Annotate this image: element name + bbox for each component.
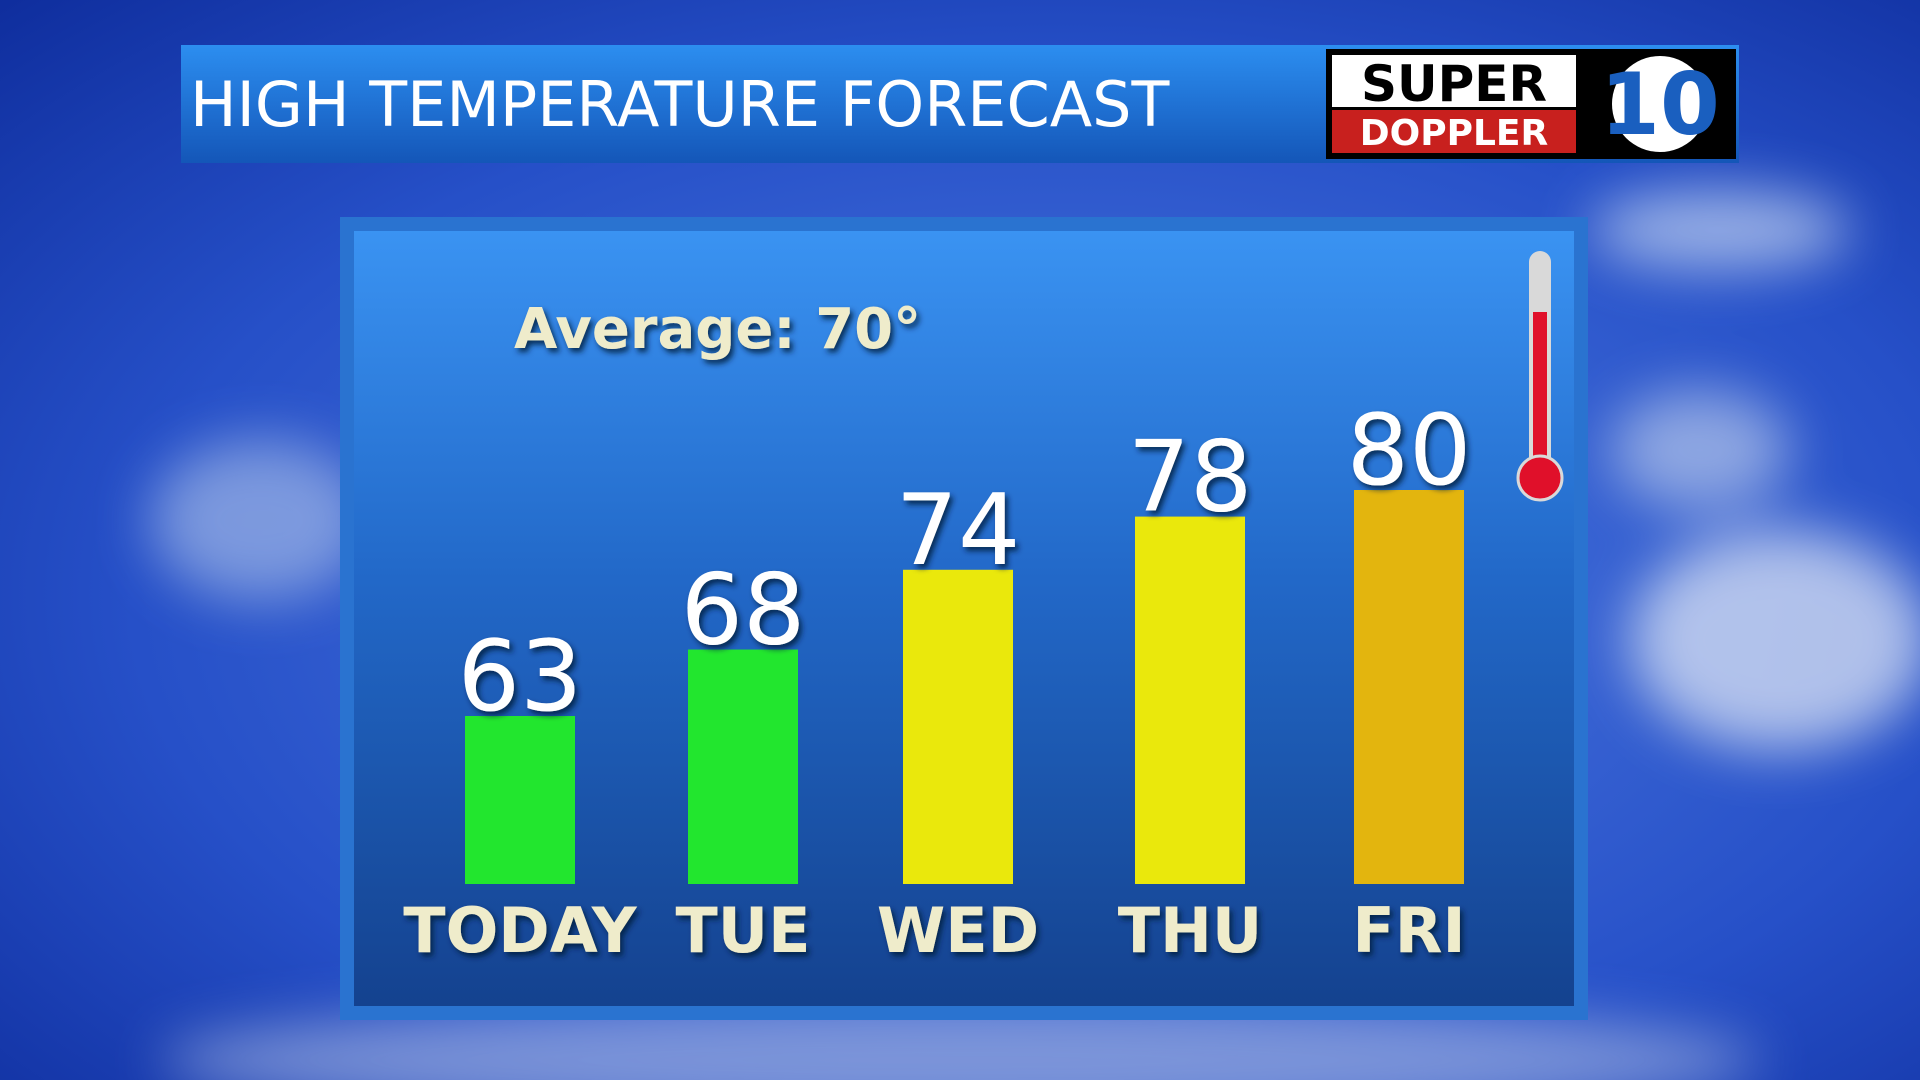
- logo-circle: [1612, 56, 1708, 152]
- chart-title: HIGH TEMPERATURE FORECAST: [190, 68, 1171, 141]
- category-label: WED: [877, 894, 1039, 967]
- logo-doppler: DOPPLER: [1360, 113, 1549, 154]
- station-logo: SUPER DOPPLER 10: [1326, 49, 1736, 159]
- bar: [465, 716, 575, 884]
- average-annotation: Average: 70°: [514, 297, 921, 362]
- value-label: 78: [1128, 421, 1253, 535]
- category-label: TODAY: [403, 894, 638, 967]
- value-label: 80: [1347, 394, 1472, 508]
- value-label: 63: [458, 620, 583, 734]
- bar: [688, 649, 798, 884]
- thermometer: [1516, 251, 1564, 502]
- value-label: 68: [681, 554, 806, 668]
- logo-doppler-box: [1332, 110, 1576, 153]
- logo-channel: 10: [1600, 55, 1720, 155]
- thermometer-bulb: [1516, 454, 1564, 502]
- bar: [903, 569, 1013, 884]
- thermometer-fill: [1533, 312, 1547, 472]
- category-label: FRI: [1352, 894, 1465, 967]
- category-label: THU: [1118, 894, 1263, 967]
- bar: [1354, 490, 1464, 884]
- logo-super-box: [1332, 55, 1576, 107]
- category-label: TUE: [676, 894, 811, 967]
- bar: [1135, 516, 1245, 884]
- clouds: [150, 190, 1920, 1080]
- logo-super: SUPER: [1361, 55, 1547, 113]
- value-label: 74: [896, 474, 1021, 588]
